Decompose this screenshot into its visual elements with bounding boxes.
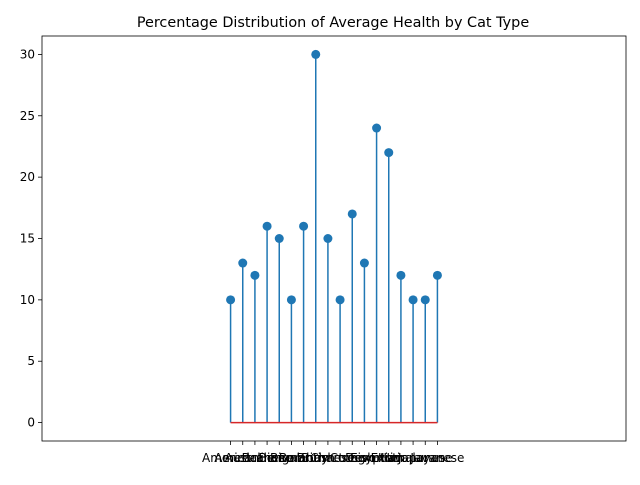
stem-marker <box>408 295 418 305</box>
stem-marker <box>396 270 406 280</box>
x-tick-label: Javanese <box>409 451 464 465</box>
stem-marker <box>311 49 321 59</box>
stem-marker <box>274 234 284 243</box>
stem-marker <box>347 209 357 219</box>
x-axis: AmericanAmericanAustralianBalineseBengal… <box>202 441 464 465</box>
x-tick-label: Australian <box>225 451 286 465</box>
stem-marker <box>372 123 382 133</box>
plot-frame <box>41 35 627 442</box>
y-tick-label: 20 <box>20 170 35 184</box>
y-tick-label: 30 <box>20 47 35 61</box>
y-tick-label: 25 <box>20 109 35 123</box>
x-tick-label: American <box>214 451 271 465</box>
stem-marker <box>262 221 272 231</box>
x-tick-label: Chartreux <box>310 451 370 465</box>
stem-marker <box>226 295 236 305</box>
plot-layer <box>226 49 442 424</box>
x-tick-label: Havana <box>378 451 424 465</box>
x-tick-label: British <box>297 451 335 465</box>
y-axis: 0 5 10 15 20 25 30 <box>20 47 42 430</box>
stem-marker <box>250 270 260 280</box>
x-tick-label: Himalayan <box>381 451 445 465</box>
stem-marker <box>432 270 442 280</box>
x-tick-label: Birman <box>270 451 313 465</box>
stem-marker <box>286 295 296 305</box>
x-tick-label: Cornish <box>330 451 375 465</box>
x-tick-label: American <box>202 451 259 465</box>
stem-marker <box>335 295 345 305</box>
x-tick-label: Japanese <box>397 451 453 465</box>
chart-title: Percentage Distribution of Average Healt… <box>137 15 530 31</box>
stem-marker <box>299 221 309 231</box>
x-tick-label: Balinese <box>242 451 293 465</box>
x-tick-label: Devon <box>345 451 384 465</box>
stem-marker <box>238 258 248 268</box>
stem-marker <box>420 295 430 305</box>
stem-marker <box>323 234 333 243</box>
y-tick-label: 0 <box>27 416 35 430</box>
x-tick-label: Burmese <box>301 451 354 465</box>
stem-marker <box>384 148 394 158</box>
x-tick-label: Bombay <box>279 451 328 465</box>
x-tick-label: Bengal <box>258 451 300 465</box>
x-tick-label: Egyptian <box>350 451 403 465</box>
stem-marker <box>359 258 369 268</box>
y-tick-label: 15 <box>20 232 35 246</box>
x-tick-label: Exotic <box>371 451 407 465</box>
y-tick-label: 10 <box>20 293 35 307</box>
y-tick-label: 5 <box>27 354 35 368</box>
